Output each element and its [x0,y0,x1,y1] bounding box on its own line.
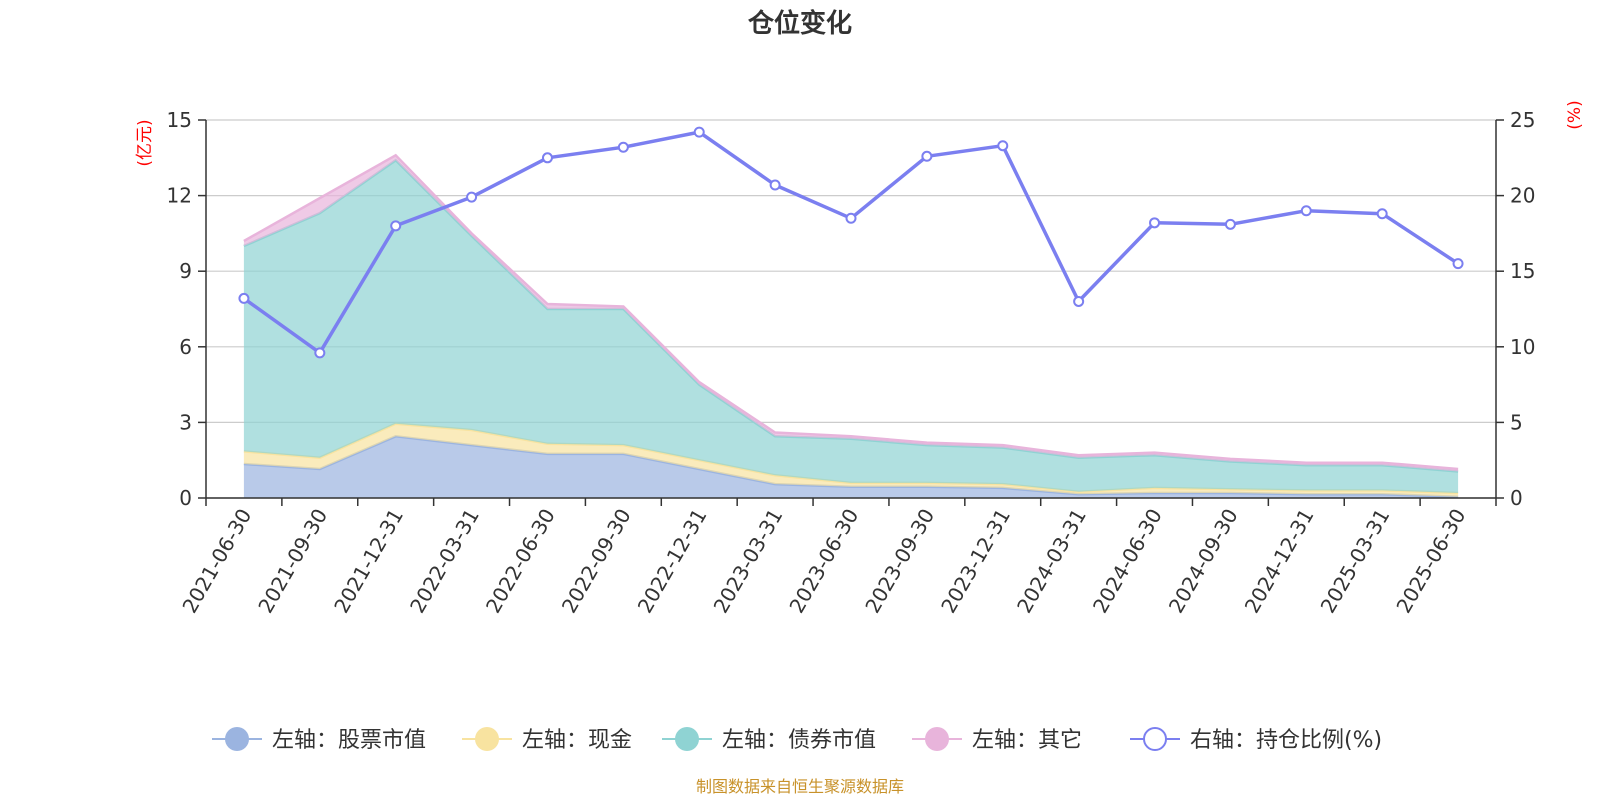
right-tick-label: 20 [1510,184,1535,208]
legend-marker [1143,727,1167,751]
area-左轴：股票市值 [243,436,1459,498]
ratio-point [541,152,553,164]
stacked-areas [243,153,1459,498]
legend-marker [925,727,949,751]
x-tick-label: 2023-06-30 [784,505,863,618]
legend-item: 左轴：现金 [462,727,632,753]
ratio-point [238,292,250,304]
left-tick-label: 12 [167,184,192,208]
x-tick-label: 2024-09-30 [1164,505,1243,618]
legend-label: 左轴：现金 [522,728,632,753]
right-tick-label: 15 [1510,259,1535,283]
ratio-point [1149,217,1161,229]
x-tick-label: 2023-09-30 [860,505,939,618]
right-axis-unit: (%) [1565,100,1585,129]
x-tick-label: 2024-06-30 [1088,505,1167,618]
legend-label: 左轴：其它 [972,728,1082,753]
right-tick-label: 0 [1510,486,1523,510]
left-tick-label: 3 [179,410,192,434]
legend-item: 左轴：股票市值 [212,727,426,753]
ratio-point [997,140,1009,152]
right-tick-label: 25 [1510,108,1535,132]
right-tick-label: 10 [1510,335,1535,359]
legend-marker [675,727,699,751]
left-tick-label: 15 [167,108,192,132]
ratio-point [617,141,629,153]
x-tick-label: 2025-06-30 [1391,505,1470,618]
ratio-point [845,212,857,224]
legend-label: 左轴：股票市值 [272,728,426,753]
x-tick-label: 2022-09-30 [557,505,636,618]
ratio-point [769,179,781,191]
left-tick-label: 0 [179,486,192,510]
left-tick-label: 9 [179,259,192,283]
x-tick-label: 2022-06-30 [481,505,560,618]
ratio-point [1300,205,1312,217]
x-tick-label: 2021-12-31 [329,505,408,618]
source-note: 制图数据来自恒生聚源数据库 [696,777,904,796]
ratio-point [1376,208,1388,220]
x-tick-label: 2022-03-31 [405,505,484,618]
legend-marker [225,727,249,751]
legend-item: 右轴：持仓比例(%) [1130,727,1382,753]
x-tick-label: 2023-12-31 [936,504,1015,617]
x-tick-label: 2024-03-31 [1012,505,1091,618]
legend-item: 左轴：债券市值 [662,727,876,753]
ratio-point [1073,295,1085,307]
x-tick-label: 2023-03-31 [709,505,788,618]
legend: 左轴：股票市值 左轴：现金 左轴：债券市值 左轴：其它 右轴：持仓比例(%) [212,727,1382,753]
left-tick-label: 6 [179,335,192,359]
x-tick-label: 2024-12-31 [1240,505,1319,618]
x-tick-label: 2022-12-31 [633,505,712,618]
ratio-line [238,126,1464,359]
x-tick-label: 2021-09-30 [253,505,332,618]
legend-label: 左轴：债券市值 [722,728,876,753]
x-tick-label: 2021-06-30 [177,505,256,618]
legend-label: 右轴：持仓比例(%) [1190,728,1382,753]
chart-title: 仓位变化 [747,8,852,39]
left-axis-unit: (亿元) [135,119,155,166]
ratio-point [314,347,326,359]
ratio-point [466,191,478,203]
legend-item: 左轴：其它 [912,727,1082,753]
ratio-point [693,126,705,138]
ratio-point [390,220,402,232]
right-tick-label: 5 [1510,410,1523,434]
ratio-point [1452,258,1464,270]
area-左轴：债券市值 [243,160,1459,494]
ratio-point [1224,218,1236,230]
x-tick-label: 2025-03-31 [1316,505,1395,618]
legend-marker [475,727,499,751]
ratio-point [921,150,933,162]
